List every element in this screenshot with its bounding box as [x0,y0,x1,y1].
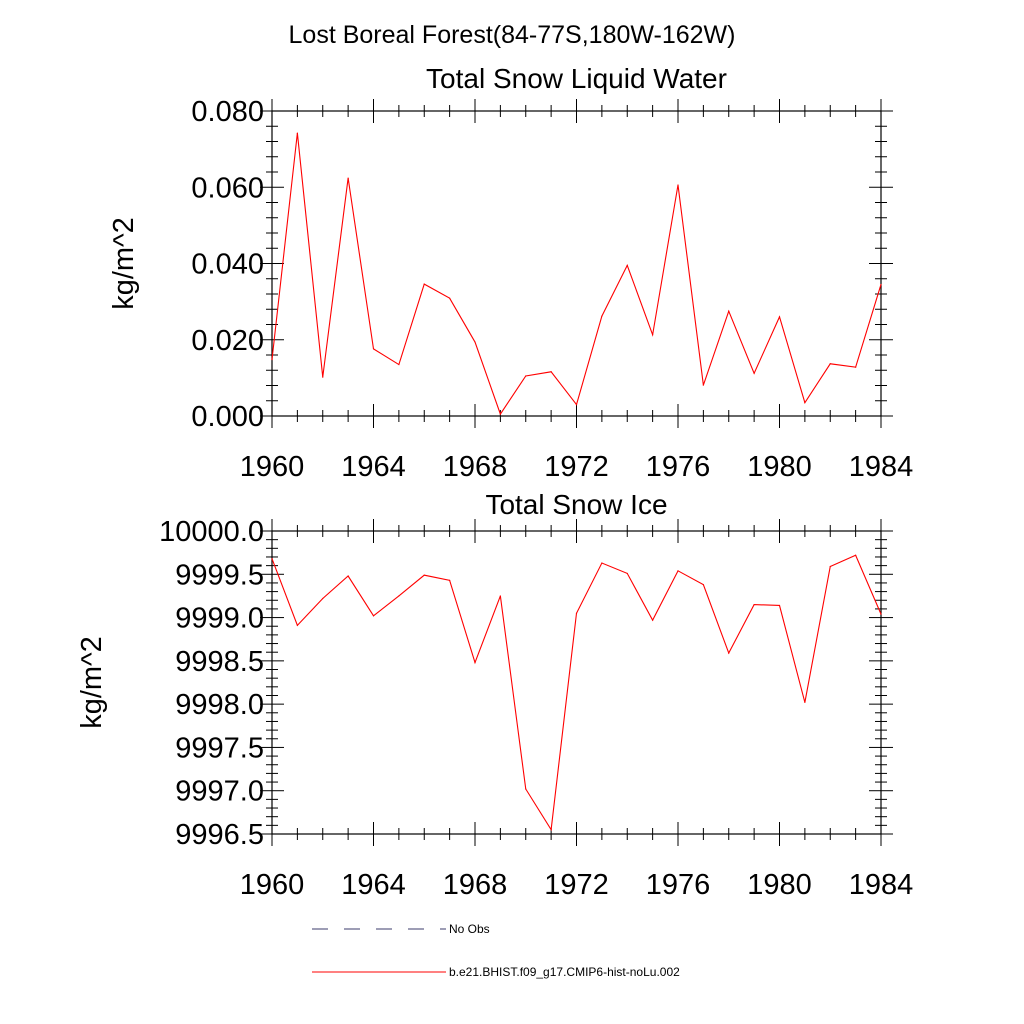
data-point [677,570,679,572]
data-point [753,372,755,374]
data-point [652,619,654,621]
data-point [728,310,730,312]
series-line [271,133,882,416]
data-point [423,574,425,576]
y-axis-label: kg/m^2 [108,217,140,310]
x-tick-label: 1976 [646,869,711,901]
data-point [829,565,831,568]
data-point [271,558,273,560]
x-tick-label: 1960 [240,869,305,901]
data-point [575,403,578,406]
panel-title: Total Snow Ice [485,489,667,520]
data-point [296,624,298,626]
data-point [855,554,857,556]
x-tick-label: 1964 [341,451,406,483]
data-point [372,348,375,350]
data-point [880,613,882,615]
x-tick-label: 1968 [443,869,508,901]
data-point [322,376,324,378]
y-tick-label: 9997.5 [175,732,264,764]
data-point [550,371,552,373]
data-point [499,413,501,415]
x-tick-label: 1968 [443,451,508,483]
data-point [804,701,806,704]
legend: No Obs b.e21.BHIST.f09_g17.CMIP6-hist-noL… [312,922,680,979]
y-tick-label: 9996.5 [175,819,264,851]
data-point [296,132,298,134]
data-point [525,788,527,790]
data-point [601,315,603,317]
y-tick-label: 0.080 [191,96,264,128]
data-point [880,283,882,286]
plot-frame [271,530,882,835]
data-point [728,652,730,654]
panel-title: Total Snow Liquid Water [426,63,727,94]
data-point [474,341,476,343]
data-point [778,316,781,318]
y-tick-label: 0.040 [191,249,264,281]
x-tick-label: 1976 [646,451,711,483]
data-point [778,604,781,607]
data-point [499,595,501,597]
y-tick-label: 0.020 [191,325,264,357]
data-point [626,572,628,575]
data-point [702,584,704,586]
data-point [601,562,603,564]
panel-snow-liquid-water: Total Snow Liquid Water kg/m^2 1960 1964 196… [108,63,913,483]
y-tick-label: 0.060 [191,172,264,204]
data-point [677,184,679,186]
legend-label: b.e21.BHIST.f09_g17.CMIP6-hist-noLu.002 [449,965,680,979]
data-point [626,264,628,267]
x-tick-label: 1972 [544,451,609,483]
data-point [575,612,578,614]
data-point [652,334,654,336]
data-point [753,603,755,606]
y-tick-label: 9998.0 [175,689,264,721]
data-point [347,575,349,577]
y-axis-label: kg/m^2 [76,636,108,729]
data-point [372,615,375,617]
data-point [347,177,349,179]
y-tick-label: 9999.5 [175,559,264,591]
figure-title: Lost Boreal Forest(84-77S,180W-162W) [289,21,736,49]
data-point [855,366,857,368]
y-tick-label: 9999.0 [175,603,264,635]
data-point [829,363,831,365]
data-point [423,283,425,285]
data-point [398,595,400,597]
y-tick-label: 0.000 [191,401,264,433]
panel-snow-ice: Total Snow Ice kg/m^2 1960 1964 1968 1972 1976… [76,489,913,901]
data-point [804,402,806,404]
data-point [322,597,324,600]
x-tick-label: 1980 [747,869,812,901]
data-point [398,363,400,366]
y-tick-label: 9998.5 [175,646,264,678]
x-tick-label: 1964 [341,869,406,901]
data-point [474,661,476,664]
x-tick-label: 1984 [849,869,914,901]
data-point [271,358,273,361]
legend-label: No Obs [449,922,490,936]
data-point [702,384,704,386]
x-tick-label: 1972 [544,869,609,901]
series-line [271,554,882,832]
data-point [449,297,451,299]
data-point [550,829,552,831]
x-tick-label: 1960 [240,451,305,483]
x-tick-label: 1984 [849,451,914,483]
x-tick-label: 1980 [747,451,812,483]
data-point [449,579,451,581]
plot-frame [271,110,882,417]
y-tick-label: 9997.0 [175,776,264,808]
data-point [525,375,527,377]
y-tick-label: 10000.0 [159,516,264,548]
